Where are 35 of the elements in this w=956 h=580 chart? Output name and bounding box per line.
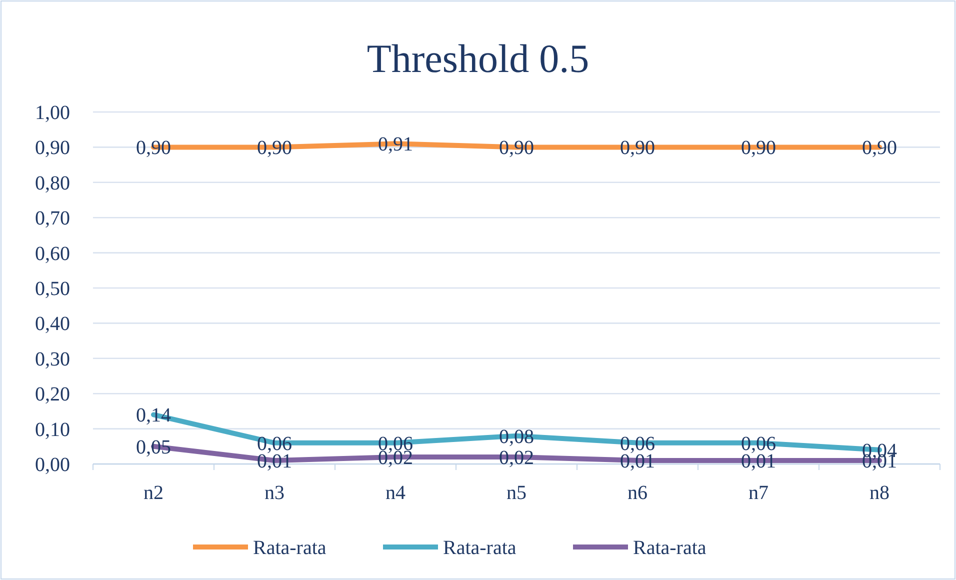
legend-label: Rata-rata [633,537,706,559]
data-label: 0,05 [136,436,171,458]
x-tick-label: n2 [144,482,164,504]
x-tick-label: n5 [506,482,526,504]
y-tick-label: 0,70 [35,208,70,230]
y-tick-label: 0,00 [35,454,70,476]
x-tick-label: n4 [386,482,406,504]
y-tick-label: 0,90 [35,137,70,160]
data-label: 0,90 [620,137,655,160]
data-label: 0,90 [257,137,292,160]
x-tick-label: n8 [870,482,890,504]
data-label: 0,90 [862,137,897,160]
y-tick-label: 0,40 [35,313,70,336]
data-label: 0,08 [499,426,534,448]
data-label: 0,90 [136,137,171,160]
data-label: 0,02 [499,446,534,469]
y-tick-label: 0,60 [35,242,70,265]
y-tick-label: 1,00 [35,102,70,124]
y-tick-label: 0,20 [35,384,70,406]
x-tick-label: n6 [628,482,648,504]
y-tick-label: 0,30 [35,348,70,370]
data-label: 0,91 [378,134,413,156]
data-label: 0,06 [620,432,655,455]
x-tick-label: n7 [748,482,768,504]
data-label: 0,90 [499,137,534,160]
legend-label: Rata-rata [253,537,326,559]
legend-label: Rata-rata [443,537,516,559]
y-tick-label: 0,50 [35,278,70,300]
y-tick-label: 0,10 [35,418,70,441]
chart-title: Threshold 0.5 [366,36,590,81]
x-tick-label: n3 [264,482,284,504]
data-label: 0,14 [136,404,171,427]
data-label: 0,90 [741,137,776,160]
data-label: 0,06 [741,432,776,455]
y-tick-label: 0,80 [35,172,70,194]
